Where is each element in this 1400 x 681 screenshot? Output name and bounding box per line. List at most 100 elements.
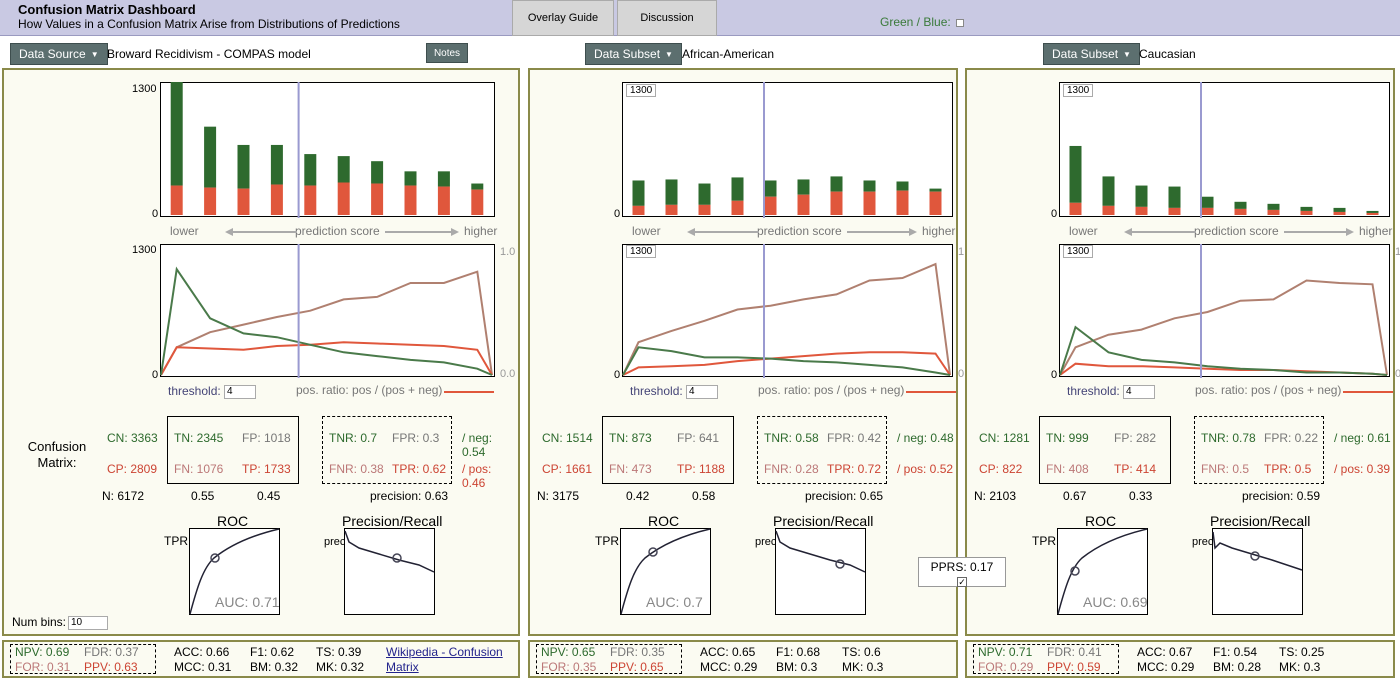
tnr-value: TNR: 0.7 xyxy=(329,431,377,445)
bar-neg-4 xyxy=(765,180,777,196)
y-axis-zero-label: 0 xyxy=(1051,208,1057,220)
auc-value: AUC: 0.71 xyxy=(215,594,280,610)
bar-neg-5 xyxy=(798,179,810,194)
auc-value: AUC: 0.7 xyxy=(646,594,703,610)
notes-button[interactable]: Notes xyxy=(426,43,468,63)
col-pos-ratio: 0.45 xyxy=(257,489,280,503)
direction-arrow xyxy=(1124,227,1354,237)
data-source-dropdown[interactable]: Data Source ▼ xyxy=(10,43,108,65)
for-value: FOR: 0.29 xyxy=(978,660,1033,674)
auc-value: AUC: 0.69 xyxy=(1083,594,1148,610)
ts-value: TS: 0.39 xyxy=(316,645,361,659)
tnr-value: TNR: 0.58 xyxy=(764,431,819,445)
green-blue-toggle[interactable]: Green / Blue: xyxy=(880,15,964,29)
green-blue-label: Green / Blue: xyxy=(880,15,951,29)
bar-pos-9 xyxy=(471,190,483,215)
for-value: FOR: 0.31 xyxy=(15,660,70,674)
pr-frame xyxy=(776,529,866,615)
bar-pos-9 xyxy=(1367,213,1379,215)
bar-pos-8 xyxy=(897,191,909,215)
caret-down-icon: ▼ xyxy=(1123,50,1131,59)
tn-value: TN: 999 xyxy=(1046,431,1089,445)
fdr-value: FDR: 0.35 xyxy=(610,645,665,659)
threshold-input[interactable]: 4 xyxy=(686,385,718,399)
overlay-guide-button[interactable]: Overlay Guide xyxy=(512,0,614,36)
ratio-max-label: 1.0 xyxy=(1395,246,1400,258)
cn-value: CN: 1281 xyxy=(979,431,1030,445)
y-axis-zero-label: 0 xyxy=(152,208,158,220)
y-axis-max-label: 1300 xyxy=(626,84,656,97)
mk-value: MK: 0.3 xyxy=(1279,660,1320,674)
pos-ratio-value: / pos: 0.39 xyxy=(1334,462,1390,476)
pos-ratio-value: / pos: 0.52 xyxy=(897,462,953,476)
bar-neg-1 xyxy=(1103,176,1115,205)
panel-1: 13000lowerhigherprediction score130001.0… xyxy=(528,68,958,636)
line-chart-frame xyxy=(1060,245,1390,377)
n-value: N: 3175 xyxy=(537,489,579,503)
ppv-value: PPV: 0.59 xyxy=(1047,660,1101,674)
tp-value: TP: 414 xyxy=(1114,462,1156,476)
bar-pos-6 xyxy=(1268,210,1280,215)
ppv-value: PPV: 0.65 xyxy=(610,660,664,674)
fnr-value: FNR: 0.38 xyxy=(329,462,384,476)
cp-value: CP: 2809 xyxy=(107,462,157,476)
threshold-input[interactable]: 4 xyxy=(1123,385,1155,399)
y-axis-zero-label: 0 xyxy=(614,369,620,381)
bar-pos-2 xyxy=(1136,207,1148,215)
bar-pos-5 xyxy=(798,195,810,215)
bar-pos-1 xyxy=(204,188,216,215)
data-subset-dropdown-1[interactable]: Data Subset ▼ xyxy=(585,43,682,65)
bar-pos-1 xyxy=(666,205,678,215)
pr-title: Precision/Recall xyxy=(773,513,873,529)
axis-higher-label: higher xyxy=(464,224,497,238)
bar-neg-4 xyxy=(1202,197,1214,208)
bar-neg-2 xyxy=(238,145,250,189)
bar-neg-4 xyxy=(304,154,316,185)
summary-panel-2: NPV: 0.71 FDR: 0.41 FOR: 0.29 PPV: 0.59 ACC:… xyxy=(965,640,1395,678)
fdr-value: FDR: 0.41 xyxy=(1047,645,1102,659)
pprs-checkbox[interactable]: ✓ xyxy=(957,577,967,587)
roc-y-label: TPR xyxy=(164,534,188,548)
num-bins-input[interactable]: 10 xyxy=(68,616,108,630)
fp-value: FP: 282 xyxy=(1114,431,1156,445)
roc-title: ROC xyxy=(217,513,248,529)
roc-y-label: TPR xyxy=(595,534,619,548)
threshold-input[interactable]: 4 xyxy=(224,385,256,399)
fpr-value: FPR: 0.22 xyxy=(1264,431,1318,445)
y-axis-max-label: 1300 xyxy=(1063,84,1093,97)
threshold-label: threshold: xyxy=(168,384,221,398)
panel-2: 13000lowerhigherprediction score130001.0… xyxy=(965,68,1395,636)
col-pos-ratio: 0.33 xyxy=(1129,489,1152,503)
neg-ratio-value: / neg: 0.48 xyxy=(897,431,954,445)
histogram-chart xyxy=(1059,82,1391,218)
pos-ratio-legend-swatch xyxy=(1343,390,1393,394)
tnr-value: TNR: 0.78 xyxy=(1201,431,1256,445)
col-pos-ratio: 0.58 xyxy=(692,489,715,503)
npv-value: NPV: 0.65 xyxy=(541,645,595,659)
bar-pos-0 xyxy=(633,206,645,215)
precision-recall-chart xyxy=(775,528,867,616)
tp-value: TP: 1733 xyxy=(242,462,291,476)
fnr-value: FNR: 0.28 xyxy=(764,462,819,476)
data-subset-dropdown-2[interactable]: Data Subset ▼ xyxy=(1043,43,1140,65)
app-title: Confusion Matrix Dashboard xyxy=(18,2,196,17)
green-blue-checkbox[interactable] xyxy=(956,19,964,27)
bar-neg-1 xyxy=(204,127,216,188)
wikipedia-confusion-matrix-link[interactable]: Wikipedia - Confusion Matrix xyxy=(386,645,511,675)
bar-pos-4 xyxy=(765,197,777,215)
caret-down-icon: ▼ xyxy=(91,50,99,59)
ratio-zero-label: 0.0 xyxy=(1395,368,1400,380)
fpr-value: FPR: 0.3 xyxy=(392,431,439,445)
f1-value: F1: 0.68 xyxy=(776,645,820,659)
bm-value: BM: 0.28 xyxy=(1213,660,1261,674)
bar-neg-7 xyxy=(864,180,876,191)
discussion-button[interactable]: Discussion xyxy=(617,0,717,36)
caret-down-icon: ▼ xyxy=(665,50,673,59)
bar-neg-3 xyxy=(1169,187,1181,208)
summary-panel-1: NPV: 0.65 FDR: 0.35 FOR: 0.35 PPV: 0.65 ACC:… xyxy=(528,640,958,678)
bar-neg-8 xyxy=(897,181,909,190)
ratio-zero-label: 0.0 xyxy=(500,368,515,380)
bar-neg-6 xyxy=(831,176,843,191)
col-neg-ratio: 0.67 xyxy=(1063,489,1086,503)
confusion-matrix-label: Confusion Matrix: xyxy=(27,439,87,471)
